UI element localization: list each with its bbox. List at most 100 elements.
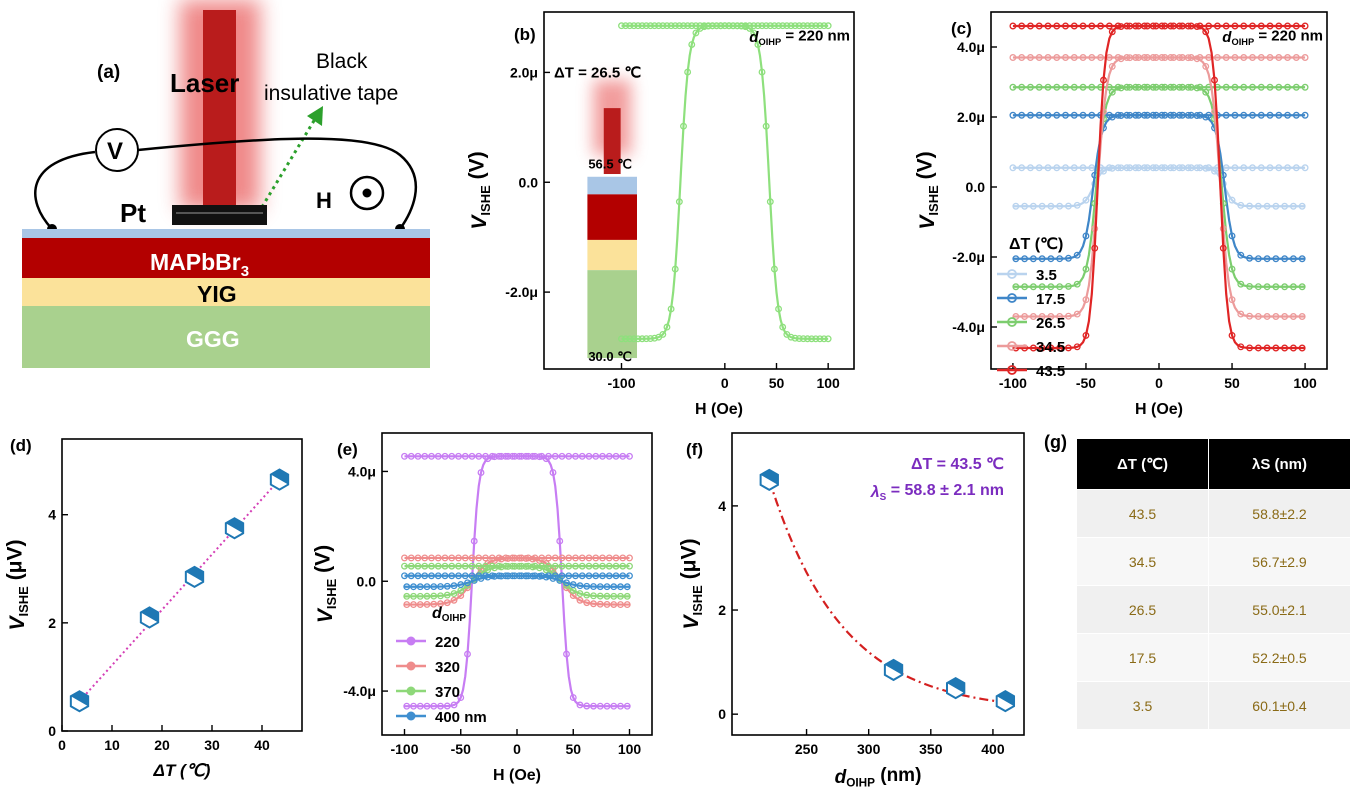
data-point — [410, 592, 417, 600]
data-point — [407, 572, 415, 580]
y-axis-label: VISHE (μV) — [678, 538, 705, 629]
x-tick-label: 0 — [721, 375, 729, 391]
data-point — [1222, 54, 1230, 61]
data-point — [518, 554, 525, 562]
data-point — [531, 554, 539, 562]
data-point — [1289, 255, 1297, 263]
data-point — [816, 22, 824, 30]
data-point — [1292, 54, 1300, 61]
data-point — [750, 22, 758, 30]
data-point — [655, 22, 663, 30]
data-point — [663, 323, 671, 331]
data-point — [1152, 83, 1160, 91]
data-point — [430, 702, 438, 710]
data-point — [1281, 255, 1289, 263]
data-point — [1018, 111, 1026, 119]
legend-marker — [1007, 269, 1017, 279]
data-point — [1298, 283, 1306, 291]
table-row: 26.5 55.0±2.1 — [1077, 585, 1350, 634]
lambda-table: ΔT (℃) λS (nm) 43.5 58.8±2.2 34.5 56.7±2.9… — [1077, 439, 1350, 729]
data-point — [565, 452, 573, 460]
data-point — [450, 590, 458, 598]
data-point — [619, 562, 627, 570]
data-point — [610, 601, 618, 608]
data-point — [692, 29, 700, 37]
data-point — [1170, 54, 1178, 61]
data-point — [437, 583, 444, 590]
inset-yig — [587, 239, 637, 271]
data-point — [592, 562, 600, 570]
data-point — [1298, 313, 1306, 320]
data-point — [619, 572, 627, 580]
data-point — [468, 562, 476, 570]
data-point — [680, 122, 687, 130]
data-point — [1257, 54, 1265, 61]
data-point — [450, 596, 458, 604]
table-row: 34.5 56.7±2.9 — [1077, 537, 1350, 586]
data-point — [443, 582, 451, 590]
data-point — [475, 562, 483, 570]
data-point — [1126, 54, 1134, 62]
data-point — [414, 562, 422, 570]
data-point — [491, 453, 498, 461]
data-point-fill — [884, 659, 903, 675]
legend-title: ΔT (℃) — [1009, 236, 1063, 253]
data-point — [1035, 164, 1043, 172]
data-point — [428, 554, 435, 562]
data-point — [791, 22, 799, 30]
x-tick-label: -100 — [390, 741, 418, 757]
data-point — [795, 22, 803, 30]
data-point — [596, 600, 604, 608]
data-point — [410, 601, 417, 609]
data-point — [401, 452, 408, 460]
data-point — [596, 592, 604, 600]
data-point — [1301, 54, 1309, 61]
data-point — [1126, 22, 1134, 30]
data-point — [1263, 283, 1271, 291]
data-point — [804, 22, 811, 30]
data-point — [617, 601, 624, 609]
data-point — [576, 590, 584, 598]
data-point — [468, 554, 476, 562]
table-header-lambda: λS (nm) — [1208, 439, 1350, 490]
data-point — [1038, 283, 1046, 291]
data-point — [1053, 111, 1061, 119]
data-point — [531, 572, 539, 580]
x-axis-label: H (Oe) — [493, 767, 541, 784]
y-tick-label: -4.0μ — [952, 319, 985, 335]
data-point — [1254, 344, 1262, 352]
data-point — [1009, 54, 1017, 61]
data-point — [545, 572, 552, 580]
voltmeter-label: V — [107, 138, 123, 165]
legend-label: 43.5 — [1036, 363, 1065, 380]
data-point — [1026, 54, 1034, 61]
tape-arrow-head — [307, 106, 323, 126]
data-point — [450, 582, 458, 590]
data-point — [671, 22, 679, 30]
data-point — [461, 562, 469, 570]
pt-label: Pt — [120, 198, 146, 228]
data-point — [1070, 22, 1078, 30]
data-point — [590, 583, 597, 590]
data-point — [538, 562, 546, 570]
data-point — [1231, 22, 1239, 30]
legend-marker — [1007, 365, 1017, 375]
data-point — [1073, 280, 1081, 288]
data-point — [504, 452, 512, 460]
data-point — [1143, 164, 1151, 172]
table-cell: 26.5 — [1077, 585, 1209, 634]
data-point — [603, 600, 611, 608]
data-point — [1275, 22, 1283, 30]
data-point — [1187, 164, 1195, 172]
data-point — [1202, 62, 1210, 70]
panel-label: (c) — [951, 19, 972, 38]
data-point — [1231, 54, 1239, 61]
data-point — [531, 562, 539, 570]
inset-dt-label: ΔT = 26.5 ℃ — [554, 64, 641, 81]
data-point — [623, 592, 631, 600]
data-point — [1088, 54, 1096, 61]
data-point — [416, 592, 424, 600]
data-point — [1012, 283, 1020, 291]
panel-label: (d) — [10, 436, 32, 455]
data-point — [1108, 28, 1116, 36]
